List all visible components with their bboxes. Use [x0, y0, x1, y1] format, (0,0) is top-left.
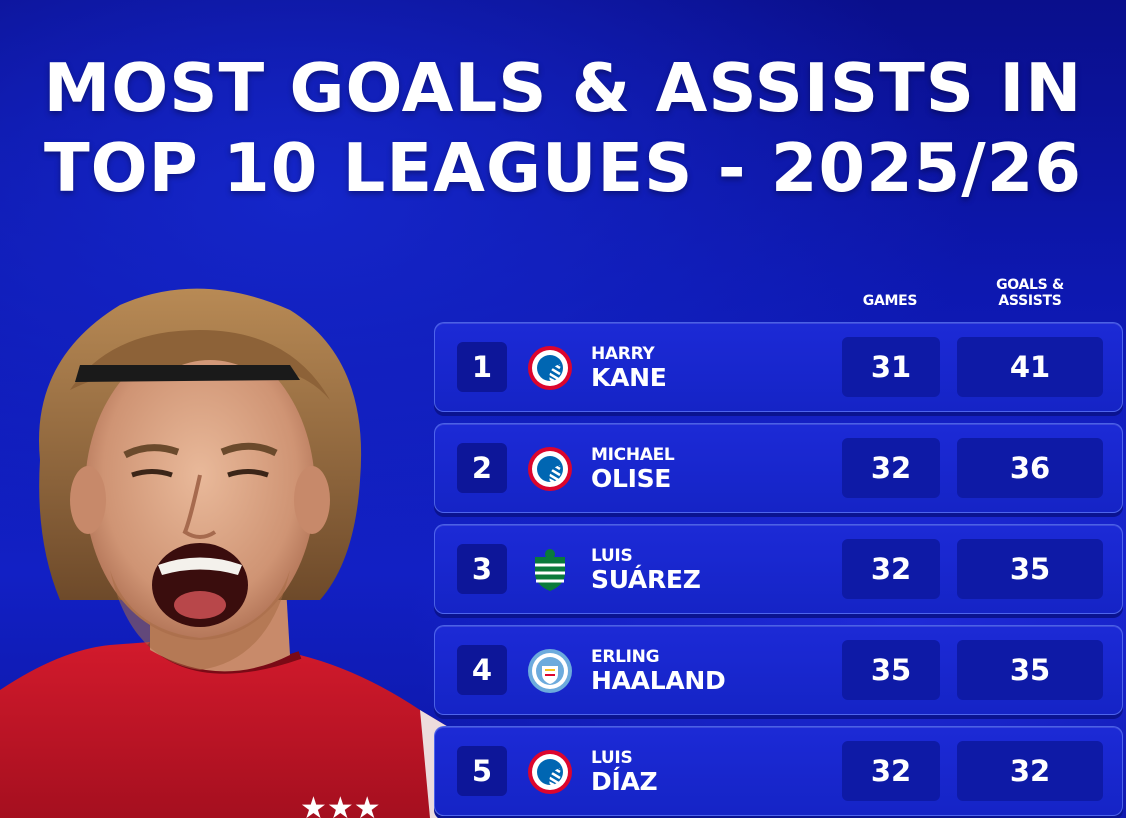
table-row: 3 LUIS SUÁREZ 32 35	[434, 524, 1123, 614]
headline-line-2: TOP 10 LEAGUES - 2025/26	[43, 129, 1083, 207]
games-value: 35	[842, 640, 940, 700]
player-first-name: LUIS	[591, 546, 633, 566]
sporting-cp-crest-icon	[535, 549, 565, 591]
player-last-name: SUÁREZ	[591, 565, 701, 594]
goals-assists-value: 36	[957, 438, 1103, 498]
column-header-ga-line-1: GOALS &	[996, 277, 1064, 293]
rank-badge: 3	[457, 544, 507, 594]
goals-assists-value: 35	[957, 640, 1103, 700]
player-first-name: LUIS	[591, 748, 633, 768]
column-header-games-label: GAMES	[862, 293, 918, 309]
bayern-munchen-crest-icon	[528, 750, 572, 794]
player-last-name: KANE	[591, 363, 667, 392]
player-first-name: MICHAEL	[591, 445, 675, 465]
column-header-ga-line-2: ASSISTS	[998, 293, 1062, 309]
table-row: 2 MICHAEL OLISE 32 36	[434, 423, 1123, 513]
games-value: 32	[842, 741, 940, 801]
headline: MOST GOALS & ASSISTS IN TOP 10 LEAGUES -…	[0, 48, 1126, 208]
table-row: 1 HARRY KANE 31 41	[434, 322, 1123, 412]
headline-line-1: MOST GOALS & ASSISTS IN	[43, 49, 1083, 127]
table-row: 5 LUIS DÍAZ 32 32	[434, 726, 1123, 816]
games-value: 31	[842, 337, 940, 397]
player-last-name: DÍAZ	[591, 767, 658, 796]
bayern-munchen-crest-icon	[528, 447, 572, 491]
goals-assists-value: 32	[957, 741, 1103, 801]
player-first-name: ERLING	[591, 647, 660, 667]
table-row: 4 ERLING HAALAND 35 35	[434, 625, 1123, 715]
svg-text:★★★: ★★★	[300, 791, 381, 818]
player-first-name: HARRY	[591, 344, 655, 364]
column-header-games: GAMES	[841, 293, 939, 309]
goals-assists-value: 41	[957, 337, 1103, 397]
goals-assists-value: 35	[957, 539, 1103, 599]
player-last-name: OLISE	[591, 464, 672, 493]
games-value: 32	[842, 539, 940, 599]
rank-badge: 1	[457, 342, 507, 392]
rank-badge: 4	[457, 645, 507, 695]
player-photo: ★★★	[0, 288, 470, 818]
manchester-city-crest-icon	[528, 649, 572, 693]
column-header-goals-assists: GOALS & ASSISTS	[958, 277, 1102, 309]
games-value: 32	[842, 438, 940, 498]
player-last-name: HAALAND	[591, 666, 726, 695]
rank-badge: 5	[457, 746, 507, 796]
bayern-munchen-crest-icon	[528, 346, 572, 390]
rank-badge: 2	[457, 443, 507, 493]
